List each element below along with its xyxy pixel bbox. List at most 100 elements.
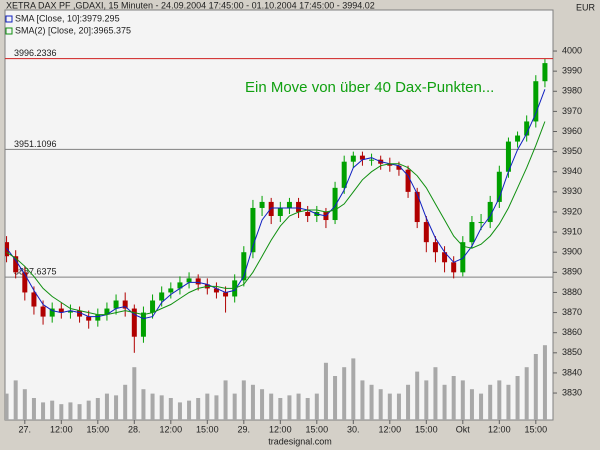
volume-bar	[305, 398, 310, 420]
candle-body	[49, 308, 55, 317]
y-tick-label: 3940	[562, 166, 582, 176]
volume-bar	[314, 393, 319, 420]
volume-bar	[187, 400, 192, 420]
candle-body	[487, 201, 493, 223]
x-tick-label: 15:00	[525, 424, 548, 434]
volume-bar	[506, 384, 511, 420]
x-tick-label: 12:00	[160, 424, 183, 434]
volume-bar	[205, 393, 210, 420]
volume-bar	[150, 393, 155, 420]
candle-body	[95, 314, 101, 321]
candle-body	[223, 292, 229, 297]
x-tick-label: 12:00	[50, 424, 73, 434]
candle-body	[259, 201, 265, 208]
candle-body	[40, 306, 46, 317]
volume-bar	[415, 371, 420, 420]
volume-bar	[497, 380, 502, 420]
candle-body	[250, 207, 256, 253]
volume-bar	[95, 398, 100, 420]
x-tick-label: 15:00	[306, 424, 329, 434]
candle-body	[341, 161, 347, 188]
volume-bar	[378, 389, 383, 420]
volume-bar	[460, 380, 465, 420]
x-tick-label: 12:00	[379, 424, 402, 434]
volume-bar	[269, 393, 274, 420]
volume-bar	[168, 398, 173, 420]
volume-bar	[333, 376, 338, 420]
volume-bar	[13, 380, 18, 420]
candle-body	[241, 252, 247, 281]
candle-body	[113, 300, 119, 309]
volume-bar	[177, 402, 182, 420]
volume	[5, 345, 547, 420]
y-tick-label: 3850	[562, 347, 582, 357]
volume-bar	[469, 389, 474, 420]
candle-body	[460, 242, 466, 273]
y-tick-label: 3890	[562, 267, 582, 277]
x-tick-label: 27.	[19, 424, 32, 434]
candle-body	[432, 242, 438, 253]
volume-bar	[396, 393, 401, 420]
candle-body	[423, 222, 429, 243]
x-tick-label: Okt	[456, 424, 471, 434]
volume-bar	[5, 393, 9, 420]
volume-bar	[406, 384, 411, 420]
legend-icon	[5, 15, 13, 23]
candle-body	[350, 155, 356, 162]
candle-body	[168, 288, 174, 293]
sma-line	[6, 121, 546, 316]
currency: EUR	[576, 2, 596, 12]
footer: tradesignal.com	[268, 436, 332, 446]
volume-bar	[250, 384, 255, 420]
volume-bar	[68, 402, 73, 420]
candle-body	[369, 159, 375, 161]
y-tick-label: 3900	[562, 247, 582, 257]
candle-body	[515, 135, 521, 142]
candle-body	[277, 207, 283, 217]
y-tick-label: 3910	[562, 226, 582, 236]
volume-bar	[196, 398, 201, 420]
volume-bar	[342, 367, 347, 420]
candle-body	[131, 308, 137, 337]
volume-bar	[41, 402, 46, 420]
candle-body	[186, 278, 192, 283]
x-tick-label: 29.	[238, 424, 251, 434]
candle-body	[296, 201, 302, 212]
x-tick-label: 15:00	[196, 424, 219, 434]
candle-body	[305, 211, 311, 217]
volume-bar	[442, 384, 447, 420]
candle-body	[496, 171, 502, 202]
candle-body	[159, 292, 165, 301]
level-label: 3951.1096	[14, 139, 57, 149]
candle-body	[286, 201, 292, 208]
volume-bar	[296, 393, 301, 420]
candle-body	[58, 308, 64, 313]
candle-body	[122, 300, 128, 309]
candle-body	[442, 252, 448, 263]
volume-bar	[515, 376, 520, 420]
candle-body	[77, 310, 83, 317]
volume-bar	[351, 358, 356, 420]
candle-body	[104, 308, 110, 315]
candle-body	[505, 141, 511, 172]
candle-body	[177, 282, 183, 289]
y-tick-label: 3980	[562, 86, 582, 96]
level-label: 3996.2336	[14, 48, 57, 58]
volume-bar	[287, 395, 292, 420]
x-tick-label: 15:00	[415, 424, 438, 434]
volume-bar	[260, 389, 265, 420]
y-tick-label: 3860	[562, 327, 582, 337]
x-tick-label: 12:00	[269, 424, 292, 434]
volume-bar	[50, 400, 55, 420]
x-tick-label: 30.	[347, 424, 360, 434]
y-tick-label: 3920	[562, 206, 582, 216]
volume-bar	[488, 384, 493, 420]
y-tick-label: 3930	[562, 186, 582, 196]
axes: 4000 3990 3980 3970 3960 3950 3940 3930 3920 3910…	[5, 13, 582, 434]
y-tick-label: 3840	[562, 367, 582, 377]
level-label: 3887.6375	[14, 266, 57, 276]
volume-bar	[360, 380, 365, 420]
y-tick-label: 3990	[562, 66, 582, 76]
volume-bar	[223, 380, 228, 420]
